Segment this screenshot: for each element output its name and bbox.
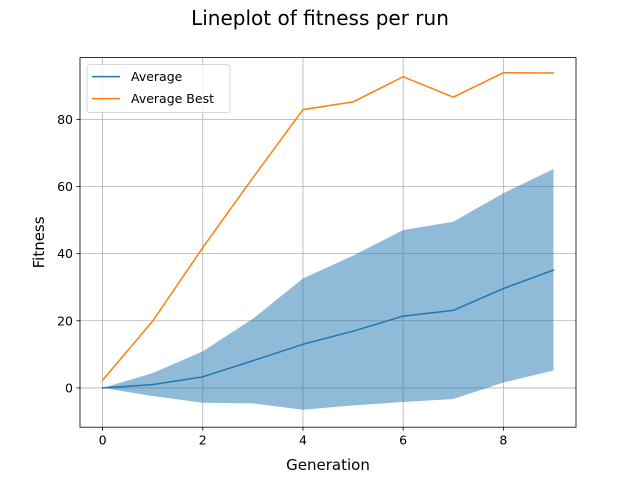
legend: Average Average Best xyxy=(86,64,231,113)
spread-band-layer xyxy=(102,169,554,410)
x-tick-label: 4 xyxy=(299,433,307,448)
y-axis-label: Fitness xyxy=(30,216,48,268)
y-tick-label: 80 xyxy=(57,112,73,127)
series-layer xyxy=(101,71,555,389)
x-tick-label: 2 xyxy=(199,433,207,448)
x-axis-label: Generation xyxy=(286,456,370,474)
series-line-average-best xyxy=(101,71,555,382)
legend-box xyxy=(86,64,231,113)
series-line-average xyxy=(101,269,555,389)
y-tick-label: 60 xyxy=(57,179,73,194)
y-tick-label: 20 xyxy=(57,313,73,328)
x-tick-label: 8 xyxy=(499,433,507,448)
plot-frame xyxy=(79,57,577,428)
average-spread-band xyxy=(102,169,554,410)
legend-label-average-best: Average Best xyxy=(131,91,214,106)
x-tick-label: 0 xyxy=(99,433,107,448)
chart-title: Lineplot of fitness per run xyxy=(191,6,449,30)
y-tick-label: 40 xyxy=(57,246,73,261)
y-tick-label: 0 xyxy=(65,380,73,395)
legend-label-average: Average xyxy=(131,69,183,84)
x-tick-label: 6 xyxy=(399,433,407,448)
